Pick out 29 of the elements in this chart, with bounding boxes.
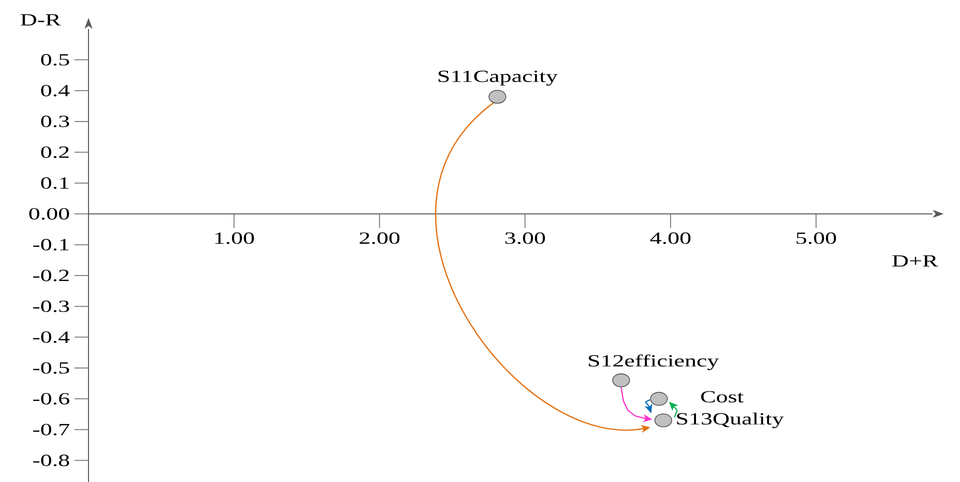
x-tick-label: 2.00 [360, 232, 400, 244]
y-tick-label: -0.5 [33, 362, 70, 374]
y-tick-label: -0.8 [33, 454, 70, 466]
annotation: S12efficiency [588, 354, 719, 370]
y-tick-label: 0.5 [41, 54, 70, 66]
point [488, 90, 506, 104]
x-tick-label: 3.00 [505, 232, 545, 244]
annotation: S11Capacity [438, 70, 558, 86]
point [654, 413, 672, 428]
y-tick-label: -0.4 [33, 331, 70, 343]
y-tick-label: 0.4 [41, 84, 70, 96]
y-tick-label: 0.2 [41, 146, 69, 158]
x-tick-label: 4.00 [650, 232, 690, 244]
y-tick-label: 0.3 [41, 116, 70, 128]
annotation: Cost [701, 391, 744, 403]
x-axis-title: D+R [892, 255, 938, 267]
y-tick-label: 0.1 [41, 177, 69, 189]
point [650, 392, 668, 406]
y-tick-label: -0.6 [33, 393, 70, 405]
x-tick-label: 5.00 [796, 232, 836, 244]
y-axis-title: D-R [20, 14, 61, 26]
y-tick-label: -0.3 [33, 300, 70, 312]
y-tick-label: -0.1 [33, 238, 69, 250]
y-tick-label: 0.00 [29, 208, 70, 220]
x-tick-label: 1.00 [215, 232, 254, 244]
point [612, 373, 630, 388]
y-tick-label: -0.7 [33, 424, 70, 436]
annotation: S13Quality [677, 412, 784, 428]
y-tick-label: -0.2 [33, 270, 69, 282]
